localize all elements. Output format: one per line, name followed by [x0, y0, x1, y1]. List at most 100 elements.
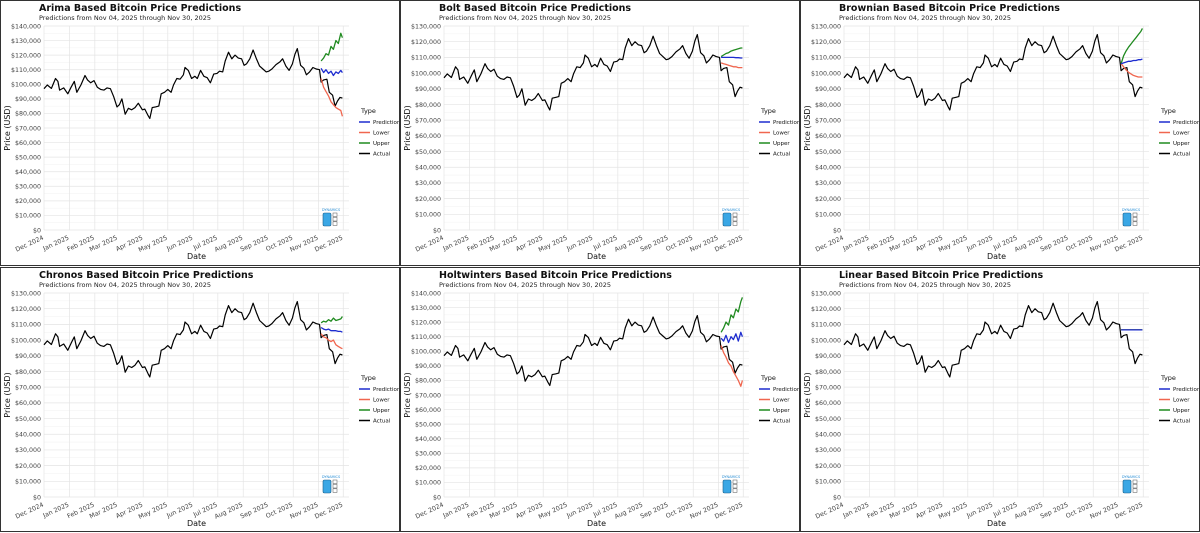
legend-label: Actual	[773, 419, 791, 425]
x-tick-label: Dec 2025	[714, 234, 744, 253]
x-tick-label: Aug 2025	[214, 234, 244, 253]
chart-subtitle: Predictions from Nov 04, 2025 through No…	[839, 14, 1011, 22]
legend-label: Lower	[1173, 398, 1190, 404]
watermark-logo-box	[732, 212, 738, 217]
y-tick-label: $40,000	[815, 165, 841, 172]
y-axis-label: Price (USD)	[803, 372, 812, 417]
y-tick-label: $130,000	[11, 290, 41, 297]
x-tick-label: Jan 2025	[841, 501, 870, 519]
chart-title: Chronos Based Bitcoin Price Predictions	[39, 270, 254, 281]
legend-label: Prediction	[373, 387, 399, 393]
series-actual-line	[43, 47, 343, 120]
y-tick-label: $100,000	[411, 349, 441, 356]
y-tick-label: $140,000	[11, 23, 41, 30]
x-tick-label: Jan 2025	[841, 234, 870, 252]
y-tick-label: $40,000	[415, 165, 441, 172]
y-tick-label: $90,000	[15, 353, 41, 360]
x-tick-label: Aug 2025	[1014, 234, 1044, 253]
x-tick-label: Dec 2024	[14, 234, 44, 253]
series-lower-line	[720, 62, 743, 69]
y-tick-label: $90,000	[815, 86, 841, 93]
x-tick-label: Sep 2025	[239, 234, 269, 253]
x-tick-label: Jun 2025	[965, 234, 994, 253]
series-lower-line	[720, 345, 744, 387]
y-tick-label: $100,000	[411, 70, 441, 77]
y-tick-label: $90,000	[415, 363, 441, 370]
legend-label: Actual	[1173, 419, 1191, 425]
y-tick-label: $30,000	[15, 184, 41, 191]
y-tick-label: $10,000	[415, 480, 441, 487]
y-tick-label: $60,000	[15, 400, 41, 407]
chart-panel: Bolt Based Bitcoin Price Predictions Pred…	[400, 0, 800, 266]
x-axis-label: Date	[987, 519, 1006, 528]
chart-panel: Chronos Based Bitcoin Price Predictions P…	[0, 267, 400, 532]
chart-title: Arima Based Bitcoin Price Predictions	[39, 3, 241, 14]
x-axis-label: Date	[987, 252, 1006, 261]
x-tick-label: Dec 2024	[414, 234, 444, 253]
y-tick-label: $120,000	[411, 39, 441, 46]
y-tick-label: $40,000	[815, 432, 841, 439]
series-prediction-line	[320, 67, 343, 77]
y-tick-label: $120,000	[11, 306, 41, 313]
y-tick-label: $70,000	[15, 125, 41, 132]
y-tick-label: $110,000	[11, 322, 41, 329]
y-tick-label: $20,000	[415, 465, 441, 472]
legend-label: Actual	[373, 152, 391, 158]
y-tick-label: $110,000	[411, 55, 441, 62]
x-tick-label: Sep 2025	[239, 501, 269, 520]
y-tick-label: $80,000	[815, 102, 841, 109]
legend-title: Type	[760, 374, 776, 382]
x-axis-label: Date	[187, 252, 206, 261]
y-tick-label: $120,000	[411, 319, 441, 326]
y-tick-label: $0	[33, 494, 41, 501]
legend-label: Actual	[773, 152, 791, 158]
watermark-logo-box	[1132, 488, 1138, 493]
chart-subtitle: Predictions from Nov 04, 2025 through No…	[839, 281, 1011, 289]
watermark-logo-text: DYNAMICS	[1122, 208, 1141, 212]
chart-title: Bolt Based Bitcoin Price Predictions	[439, 3, 631, 14]
y-tick-label: $130,000	[11, 38, 41, 45]
series-lower-line	[1120, 63, 1143, 78]
legend-label: Upper	[1173, 408, 1190, 414]
watermark-logo-box	[332, 212, 338, 217]
chart-svg: Brownian Based Bitcoin Price Predictions…	[803, 3, 1199, 261]
legend-title: Type	[1160, 374, 1176, 382]
watermark-logo-box	[332, 488, 338, 493]
series-actual-line	[443, 33, 743, 111]
x-tick-label: Dec 2025	[1114, 234, 1144, 253]
y-tick-label: $50,000	[415, 149, 441, 156]
series-actual-line	[843, 300, 1143, 378]
y-tick-label: $100,000	[811, 337, 841, 344]
y-tick-label: $80,000	[815, 369, 841, 376]
legend-label: Prediction	[373, 120, 399, 126]
series-prediction-line	[320, 326, 343, 333]
y-tick-label: $50,000	[15, 154, 41, 161]
legend-label: Actual	[373, 419, 391, 425]
x-axis-label: Date	[187, 519, 206, 528]
x-tick-label: Aug 2025	[1014, 501, 1044, 520]
y-tick-label: $50,000	[15, 416, 41, 423]
y-tick-label: $20,000	[815, 196, 841, 203]
y-tick-label: $100,000	[11, 82, 41, 89]
x-tick-label: Dec 2025	[714, 501, 744, 520]
y-tick-label: $90,000	[15, 96, 41, 103]
y-tick-label: $100,000	[811, 70, 841, 77]
watermark-logo-text: DYNAMICS	[722, 208, 741, 212]
watermark-logo-text: DYNAMICS	[322, 208, 341, 212]
watermark-logo-text: DYNAMICS	[322, 475, 341, 479]
series-prediction-line	[720, 331, 744, 344]
y-tick-label: $10,000	[815, 212, 841, 219]
y-tick-label: $90,000	[815, 353, 841, 360]
y-tick-label: $0	[33, 227, 41, 234]
legend-label: Upper	[773, 408, 790, 414]
legend-label: Lower	[773, 398, 790, 404]
x-tick-label: Jan 2025	[41, 234, 70, 252]
watermark-logo-text: DYNAMICS	[722, 475, 741, 479]
chart-subtitle: Predictions from Nov 04, 2025 through No…	[39, 14, 211, 22]
legend-label: Lower	[373, 398, 390, 404]
legend-label: Actual	[1173, 152, 1191, 158]
watermark-logo-box	[332, 221, 338, 226]
legend-label: Prediction	[773, 120, 799, 126]
y-tick-label: $140,000	[411, 290, 441, 297]
y-tick-label: $80,000	[15, 369, 41, 376]
